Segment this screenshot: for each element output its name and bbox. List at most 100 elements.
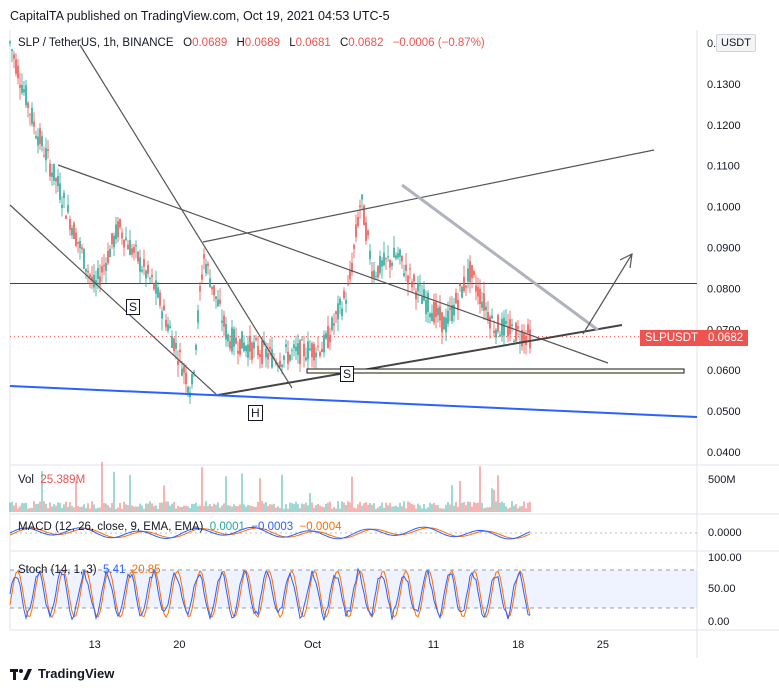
volume-bar	[269, 504, 271, 512]
volume-legend: Vol 25.389M	[18, 474, 86, 486]
volume-bar	[489, 507, 491, 512]
candle-body	[245, 345, 247, 352]
volume-bar	[289, 502, 291, 512]
candle-body	[235, 337, 237, 344]
candle-body	[71, 228, 73, 236]
volume-axis-label: 500M	[708, 474, 736, 486]
volume-bar	[455, 501, 457, 512]
volume-bar	[401, 506, 403, 512]
price-tick-label: 0.0400	[707, 447, 741, 459]
candle-body	[337, 303, 339, 320]
volume-bar	[231, 506, 233, 512]
candle-body	[57, 175, 59, 187]
volume-bar	[239, 504, 241, 512]
candle-body	[15, 59, 17, 74]
volume-bar	[359, 502, 361, 512]
volume-bar	[367, 504, 369, 512]
candle-body	[383, 252, 385, 266]
candle-body	[469, 261, 471, 283]
candle-body	[439, 306, 441, 321]
volume-bar	[45, 503, 47, 512]
falling-resistance-line	[401, 183, 599, 332]
symbol-legend: SLP / TetherUS, 1h, BINANCE O0.0689 H0.0…	[18, 37, 485, 49]
volume-bar	[275, 507, 277, 512]
publish-info: CapitalTA published on TradingView.com, …	[10, 9, 390, 23]
candle-body	[215, 296, 217, 299]
candle-body	[335, 311, 337, 314]
volume-bar	[59, 502, 61, 512]
candle-body	[211, 286, 213, 290]
candle-body	[331, 317, 333, 330]
candle-body	[313, 344, 315, 361]
volume-bar	[25, 502, 27, 512]
volume-bar	[371, 504, 373, 512]
candle-body	[405, 264, 407, 271]
volume-bar	[417, 503, 419, 512]
volume-bar	[65, 501, 67, 512]
volume-bar	[485, 507, 487, 512]
volume-bar	[183, 505, 185, 512]
volume-bar	[203, 506, 205, 512]
candle-body	[293, 344, 295, 349]
candle-body	[95, 280, 97, 286]
candle-body	[125, 237, 127, 241]
volume-bar	[507, 508, 509, 512]
volume-bar	[67, 506, 69, 512]
candle-body	[101, 266, 103, 273]
candle-body	[315, 352, 317, 358]
candle-body	[231, 327, 233, 352]
volume-bar	[137, 506, 139, 512]
candle-body	[187, 387, 189, 393]
price-tick-label: 0.0600	[707, 365, 741, 377]
candle-body	[193, 371, 195, 374]
volume-bar	[113, 471, 115, 512]
candle-body	[477, 286, 479, 297]
candle-body	[243, 342, 245, 352]
volume-bar	[509, 507, 511, 512]
currency-tag[interactable]: USDT	[716, 34, 756, 52]
candle-body	[429, 313, 431, 318]
volume-bar	[403, 501, 405, 512]
volume-bar	[135, 506, 137, 512]
volume-bar	[431, 504, 433, 512]
candle-body	[77, 241, 79, 244]
candle-body	[451, 305, 453, 322]
volume-bar	[461, 502, 463, 512]
volume-bar	[451, 485, 453, 512]
candle-body	[105, 262, 107, 271]
volume-bar	[115, 508, 117, 512]
candle-body	[291, 350, 293, 352]
candle-body	[327, 326, 329, 348]
volume-bar	[93, 504, 95, 512]
candle-body	[159, 292, 161, 306]
low-value: 0.0681	[295, 37, 331, 49]
candle-body	[73, 222, 75, 240]
candle-body	[409, 268, 411, 270]
volume-bar	[409, 502, 411, 512]
volume-bar	[319, 505, 321, 512]
candle-body	[81, 247, 83, 250]
volume-bar	[219, 507, 221, 512]
candle-body	[137, 251, 139, 262]
shoulder-right-label: S	[340, 366, 355, 382]
volume-bar	[317, 503, 319, 512]
volume-bar	[49, 502, 51, 512]
volume-bar	[171, 503, 173, 512]
volume-bar	[159, 502, 161, 512]
candle-body	[223, 315, 225, 327]
candle-body	[455, 292, 457, 304]
volume-bar	[369, 502, 371, 512]
volume-bar	[51, 506, 53, 512]
candle-body	[395, 255, 397, 259]
volume-bar	[123, 501, 125, 512]
candle-body	[341, 308, 343, 317]
volume-bar	[335, 508, 337, 512]
volume-bar	[337, 501, 339, 512]
candle-body	[85, 268, 87, 272]
candle-body	[413, 274, 415, 282]
open-value: 0.0689	[192, 37, 228, 49]
volume-value: 25.389M	[40, 474, 86, 486]
volume-bar	[519, 506, 521, 512]
candle-body	[237, 350, 239, 354]
